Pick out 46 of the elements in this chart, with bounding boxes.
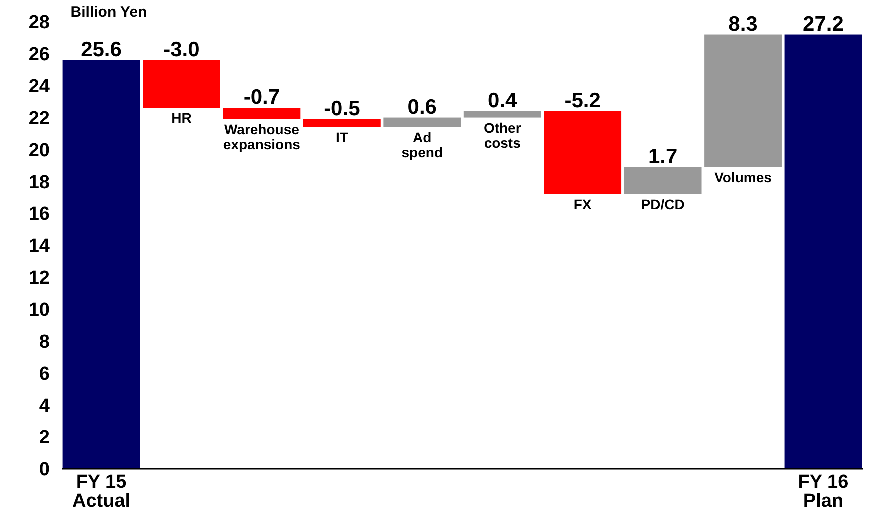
y-tick-label: 4 [39, 396, 50, 417]
bar [303, 119, 381, 128]
y-tick-label: 28 [28, 12, 50, 34]
y-tick-label: 14 [28, 236, 50, 258]
bar [143, 60, 220, 108]
y-tick-label: 2 [39, 428, 50, 449]
data-label: 0.4 [488, 89, 518, 112]
x-tick-label: Ad spend [402, 129, 444, 160]
y-tick-label: 10 [28, 300, 50, 322]
y-tick-label: 20 [28, 140, 50, 162]
y-axis-title: Billion Yen [70, 4, 148, 21]
x-tick-label: Warehouse expansions [223, 121, 301, 152]
x-tick-label: FY 15 Actual [72, 472, 131, 511]
x-tick-label: Volumes [714, 169, 772, 186]
bar [62, 60, 140, 469]
bar [464, 111, 542, 118]
bar [223, 108, 301, 120]
data-label: -0.5 [324, 97, 361, 120]
x-tick-label: FY 16 Plan [798, 472, 849, 511]
y-tick-label: 26 [28, 44, 50, 66]
x-tick-label: Other costs [484, 120, 522, 151]
data-label: -0.7 [244, 86, 280, 110]
bar [544, 111, 622, 194]
data-label: 0.6 [408, 96, 437, 119]
y-tick-label: 6 [39, 364, 50, 385]
x-tick-label: IT [336, 129, 349, 146]
bar [384, 118, 462, 128]
y-tick-label: 16 [28, 204, 50, 226]
data-label: 8.3 [728, 12, 758, 36]
y-tick-label: 12 [28, 268, 50, 290]
data-label: 1.7 [648, 145, 678, 168]
data-label: -5.2 [564, 89, 601, 112]
bar [624, 167, 702, 194]
data-label: -3.0 [164, 38, 200, 62]
bar [704, 34, 782, 168]
y-tick-label: 24 [28, 76, 50, 98]
y-tick-label: 18 [28, 172, 50, 194]
y-tick-label: 0 [39, 460, 50, 481]
bar [784, 34, 862, 469]
y-tick-label: 8 [39, 332, 50, 353]
data-label: 27.2 [803, 12, 844, 36]
y-tick-label: 22 [28, 108, 50, 130]
data-label: 25.6 [81, 38, 122, 62]
x-tick-label: FX [574, 196, 592, 212]
x-tick-label: HR [172, 110, 192, 126]
x-tick-label: PD/CD [641, 196, 685, 212]
